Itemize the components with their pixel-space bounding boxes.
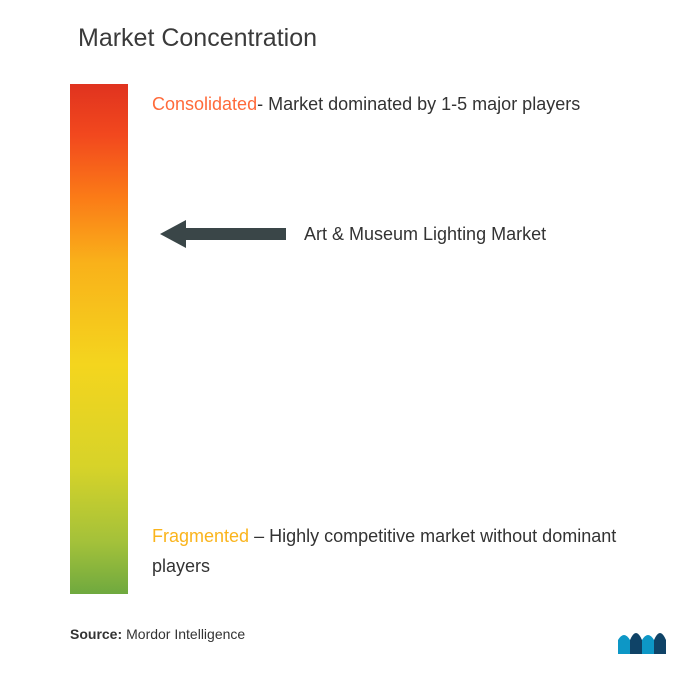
concentration-gradient-bar: [70, 84, 128, 594]
source-attribution: Source:Mordor Intelligence: [70, 626, 245, 642]
fragmented-keyword: Fragmented: [152, 526, 249, 546]
gradient-svg: [70, 84, 128, 594]
consolidated-keyword: Consolidated: [152, 94, 257, 114]
market-pointer: Art & Museum Lighting Market: [160, 218, 546, 250]
market-name-label: Art & Museum Lighting Market: [304, 224, 546, 245]
source-value: Mordor Intelligence: [126, 626, 245, 642]
consolidated-rest: - Market dominated by 1-5 major players: [257, 94, 580, 114]
page-title: Market Concentration: [78, 24, 317, 53]
mordor-logo-icon: [618, 626, 674, 654]
fragmented-description: Fragmented – Highly competitive market w…: [152, 522, 632, 581]
consolidated-description: Consolidated- Market dominated by 1-5 ma…: [152, 90, 622, 120]
source-label: Source:: [70, 626, 122, 642]
arrow-left-icon: [160, 218, 286, 250]
